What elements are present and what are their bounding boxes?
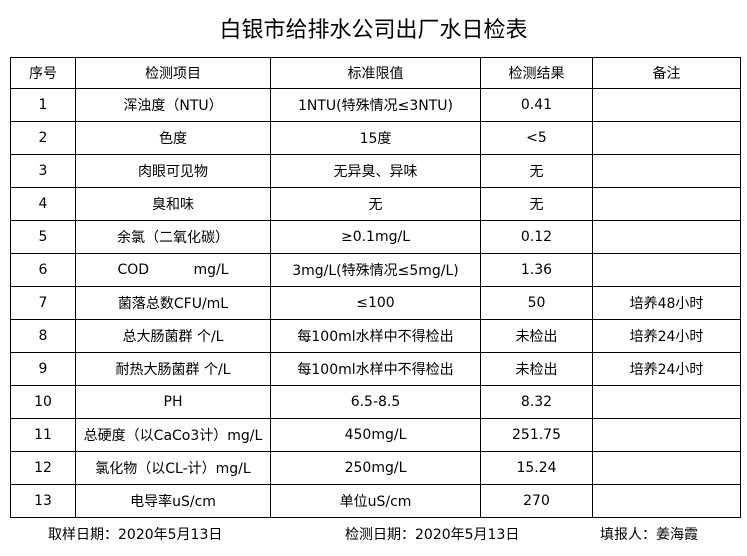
table-cell: 氯化物（以CL-计）mg/L xyxy=(75,451,271,485)
table-cell: 251.75 xyxy=(480,418,593,452)
table-cell: 培养48小时 xyxy=(592,286,741,320)
table-body: 1 浑浊度（NTU） 1NTU(特殊情况≤3NTU) 0.41 2 色度 15度 <5 3 肉眼可… xyxy=(10,88,741,518)
empty-cell xyxy=(592,220,741,254)
table-row: 6 COD mg/L 3mg/L(特殊情况≤5mg/L) 1.36 xyxy=(10,253,741,287)
table-cell: 2 xyxy=(10,121,76,155)
table-cell: 单位uS/cm xyxy=(270,484,481,518)
table-row: 10 PH 6.5-8.5 8.32 xyxy=(10,385,741,419)
table-row: 4 臭和味无无 xyxy=(10,187,741,221)
test-date: 检测日期：2020年5月13日 xyxy=(345,527,520,543)
table-cell: 3mg/L(特殊情况≤5mg/L) xyxy=(270,253,481,287)
column-header: 检测结果 xyxy=(480,57,593,89)
empty-cell xyxy=(592,121,741,155)
table-cell: 每100ml水样中不得检出 xyxy=(270,319,481,353)
table-cell: 450mg/L xyxy=(270,418,481,452)
table-cell: 9 xyxy=(10,352,76,386)
table-row: 3 肉眼可见物 无异臭、异味无 xyxy=(10,154,741,188)
inspection-table: 序号 检测项目 标准限值 检测结果 备注 1 浑浊度（NTU） 1NTU(特殊情况≤3NTU… xyxy=(10,57,741,518)
table-cell: 8 xyxy=(10,319,76,353)
table-row: 12 氯化物（以CL-计）mg/L 250mg/L 15.24 xyxy=(10,451,741,485)
table-cell: 臭和味 xyxy=(75,187,271,221)
table-cell: 15.24 xyxy=(480,451,593,485)
table-cell: 耐热大肠菌群 个/L xyxy=(75,352,271,386)
table-cell: 13 xyxy=(10,484,76,518)
table-cell: 总大肠菌群 个/L xyxy=(75,319,271,353)
empty-cell xyxy=(592,385,741,419)
table-row: 1 浑浊度（NTU） 1NTU(特殊情况≤3NTU) 0.41 xyxy=(10,88,741,122)
table-cell: 培养24小时 xyxy=(592,352,741,386)
table-cell: 11 xyxy=(10,418,76,452)
empty-cell xyxy=(592,451,741,485)
table-cell: 色度 xyxy=(75,121,271,155)
column-header: 标准限值 xyxy=(270,57,481,89)
title: 白银市给排水公司出厂水日检表 xyxy=(219,18,528,43)
table-cell: 10 xyxy=(10,385,76,419)
empty-cell xyxy=(592,484,741,518)
table-cell: <5 xyxy=(480,121,593,155)
table-cell: 7 xyxy=(10,286,76,320)
table-cell: 无异臭、异味 xyxy=(270,154,481,188)
table-cell: 电导率uS/cm xyxy=(75,484,271,518)
table-cell: 每100ml水样中不得检出 xyxy=(270,352,481,386)
header-row: 序号 检测项目 标准限值 检测结果 备注 xyxy=(10,57,741,89)
table-cell: 无 xyxy=(480,154,593,188)
reporter: 填报人：姜海霞 xyxy=(600,527,698,543)
table-cell: 无 xyxy=(270,187,481,221)
table-cell: 6 xyxy=(10,253,76,287)
table-cell: 未检出 xyxy=(480,352,593,386)
table-cell: PH xyxy=(75,385,271,419)
table-cell: 50 xyxy=(480,286,593,320)
empty-cell xyxy=(592,253,741,287)
table-cell: 总硬度（以CaCo3计）mg/L xyxy=(75,418,271,452)
table-cell: 250mg/L xyxy=(270,451,481,485)
table-cell: 270 xyxy=(480,484,593,518)
empty-cell xyxy=(592,88,741,122)
table-cell: 1 xyxy=(10,88,76,122)
table-cell: 0.41 xyxy=(480,88,593,122)
table-cell: 5 xyxy=(10,220,76,254)
table-cell: 余氯（二氧化碳） xyxy=(75,220,271,254)
table-row: 5 余氯（二氧化碳） ≥0.1mg/L 0.12 xyxy=(10,220,741,254)
column-header: 检测项目 xyxy=(75,57,271,89)
table-cell: ≤100 xyxy=(270,286,481,320)
table-row: 11 总硬度（以CaCo3计）mg/L 450mg/L 251.75 xyxy=(10,418,741,452)
empty-cell xyxy=(592,187,741,221)
empty-cell xyxy=(592,418,741,452)
table-cell: 未检出 xyxy=(480,319,593,353)
table-cell: 15度 xyxy=(270,121,481,155)
table-cell: 浑浊度（NTU） xyxy=(75,88,271,122)
table-row: 8 总大肠菌群 个/L 每100ml水样中不得检出 未检出 培养24小时 xyxy=(10,319,741,353)
table-cell: 4 xyxy=(10,187,76,221)
table-row: 13 电导率uS/cm 单位uS/cm 270 xyxy=(10,484,741,518)
table-cell: 0.12 xyxy=(480,220,593,254)
empty-cell xyxy=(592,154,741,188)
table-cell: 12 xyxy=(10,451,76,485)
table-cell: 菌落总数CFU/mL xyxy=(75,286,271,320)
table-cell: COD mg/L xyxy=(75,253,271,287)
column-header: 序号 xyxy=(10,57,76,89)
table-cell: 肉眼可见物 xyxy=(75,154,271,188)
table-cell: 6.5-8.5 xyxy=(270,385,481,419)
table-cell: 培养24小时 xyxy=(592,319,741,353)
column-header: 备注 xyxy=(592,57,741,89)
table-cell: 3 xyxy=(10,154,76,188)
table-cell: 8.32 xyxy=(480,385,593,419)
table-row: 9 耐热大肠菌群 个/L 每100ml水样中不得检出 未检出 培养24小时 xyxy=(10,352,741,386)
table-cell: ≥0.1mg/L xyxy=(270,220,481,254)
sampling-date: 取样日期：2020年5月13日 xyxy=(48,527,223,543)
table-cell: 无 xyxy=(480,187,593,221)
table-cell: 1NTU(特殊情况≤3NTU) xyxy=(270,88,481,122)
table-row: 2 色度 15度 <5 xyxy=(10,121,741,155)
table-cell: 1.36 xyxy=(480,253,593,287)
table-row: 7 菌落总数CFU/mL ≤100 50 培养48小时 xyxy=(10,286,741,320)
